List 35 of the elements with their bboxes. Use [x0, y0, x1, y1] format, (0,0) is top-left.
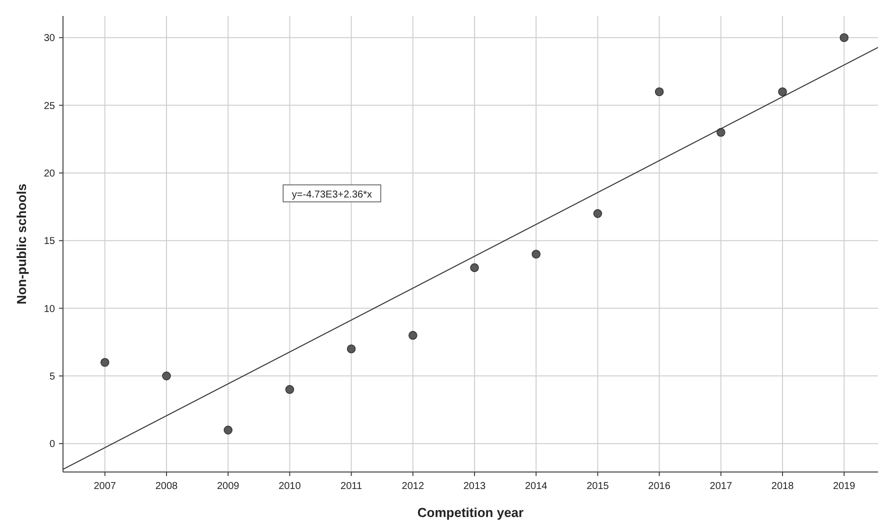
y-axis-title: Non-public schools: [14, 184, 29, 304]
point: [778, 87, 787, 96]
point: [224, 426, 232, 434]
x-tick-label: 2008: [155, 481, 178, 492]
x-tick-label: 2015: [586, 481, 610, 492]
point: [654, 87, 664, 96]
x-tick-label: 2018: [771, 481, 794, 492]
y-tick-label: 30: [44, 33, 56, 44]
x-tick-label: 2009: [216, 481, 240, 492]
x-tick-label: 2016: [648, 481, 671, 492]
x-tick-label: 2014: [524, 481, 548, 492]
point: [532, 250, 541, 259]
point: [346, 344, 356, 354]
point: [285, 385, 294, 394]
point: [840, 33, 849, 42]
x-tick-label: 2007: [94, 481, 116, 492]
x-tick-label: 2010: [278, 481, 302, 492]
x-tick-label: 2017: [710, 481, 732, 492]
y-tick-label: 25: [44, 100, 56, 112]
x-axis-title: Competition year: [417, 505, 524, 520]
x-tick-label: 2019: [832, 481, 856, 492]
point: [100, 358, 110, 367]
point: [162, 372, 171, 380]
x-tick-label: 2011: [340, 481, 362, 492]
y-tick-label: 15: [44, 236, 56, 248]
point: [470, 263, 479, 272]
point: [408, 330, 418, 340]
x-tick-label: 2013: [463, 481, 486, 492]
y-tick-label: 5: [49, 371, 56, 382]
annotation: y=-4.73E3+2.36*x: [292, 189, 372, 200]
x-tick-label: 2012: [402, 481, 424, 492]
y-tick-label: 0: [49, 439, 56, 450]
y-tick-label: 10: [44, 304, 56, 315]
y-tick-label: 20: [44, 168, 56, 180]
point: [593, 209, 602, 218]
